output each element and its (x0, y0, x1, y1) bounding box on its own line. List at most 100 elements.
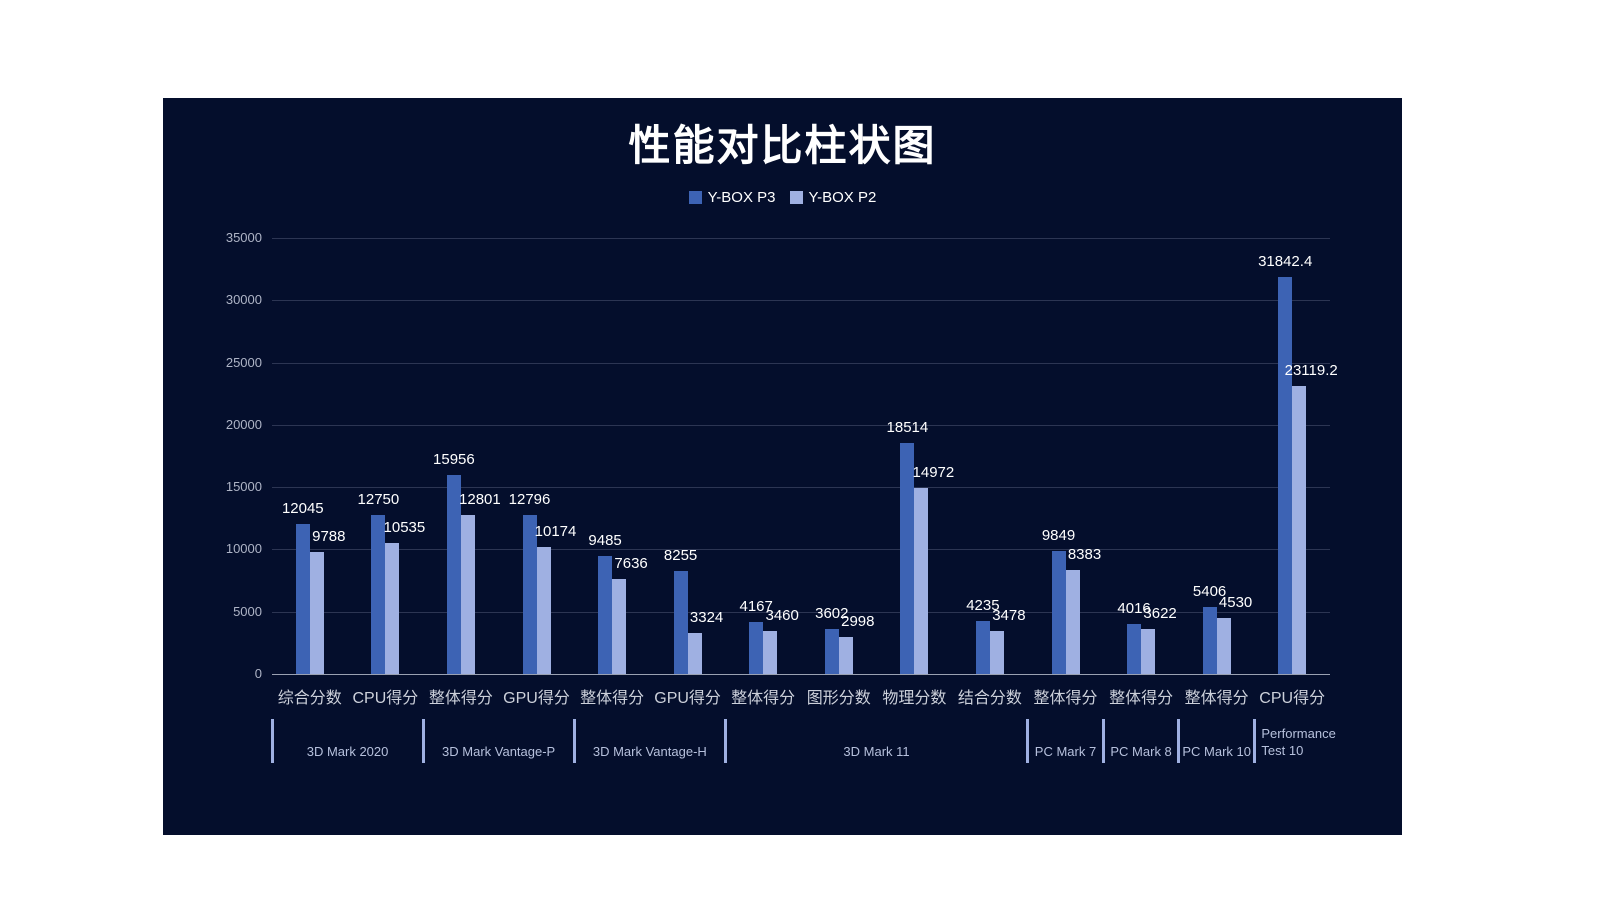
bar-value-label: 5406 (1192, 582, 1227, 600)
bar-y-box-p2[interactable] (1216, 617, 1231, 674)
bar-value-label: 12750 (357, 491, 400, 509)
bar-value-label: 10174 (534, 523, 577, 541)
bar-y-box-p2[interactable] (612, 578, 627, 674)
group-divider (572, 719, 576, 763)
bar-y-box-p3[interactable] (1278, 277, 1293, 674)
bar-value-label: 4235 (966, 597, 1000, 615)
x-category-label: 物理分数 (882, 690, 947, 707)
bar-value-label: 4167 (739, 598, 773, 616)
group-divider (1252, 719, 1256, 763)
bar-value-label: 8255 (663, 547, 698, 565)
y-tick-label: 5000 (233, 603, 262, 619)
bar-y-box-p3[interactable] (673, 571, 688, 674)
bar-value-label: 12801 (459, 490, 501, 508)
group-divider (1101, 719, 1105, 763)
bar-value-label: 8383 (1067, 545, 1102, 563)
bar-y-box-p2[interactable] (460, 514, 475, 674)
bar-value-label: 23119.2 (1284, 362, 1338, 379)
bar-y-box-p2[interactable] (914, 487, 929, 674)
bar-value-label: 2998 (841, 612, 875, 630)
bar-y-box-p3[interactable] (1127, 624, 1142, 674)
x-category-label: 图形分数 (806, 690, 871, 707)
bar-value-label: 4016 (1117, 600, 1151, 617)
bar-y-box-p2[interactable] (536, 547, 551, 674)
bar-y-box-p3[interactable] (1051, 551, 1066, 674)
bar-value-label: 9485 (588, 531, 622, 549)
group-divider (421, 719, 425, 763)
group-label: PC Mark 7 (1034, 744, 1097, 759)
gridline-15000 (272, 487, 1330, 489)
bar-value-label: 3602 (815, 605, 849, 623)
y-tick-label: 20000 (225, 416, 262, 432)
x-category-label: 整体得分 (731, 690, 796, 707)
chart-panel: 性能对比柱状图 Y-BOX P3 Y-BOX P2 0 5000 10000 15000… (163, 98, 1402, 835)
bar-y-box-p3[interactable] (1202, 606, 1217, 674)
legend-item-y-box-p3[interactable]: Y-BOX P3 (688, 188, 776, 206)
legend-swatch-icon (688, 190, 702, 204)
bar-y-box-p3[interactable] (900, 443, 915, 674)
bar-value-label: 3324 (689, 608, 724, 626)
x-category-label: GPU得分 (654, 690, 721, 707)
bar-y-box-p2[interactable] (309, 552, 324, 674)
y-tick-label: 10000 (225, 541, 262, 557)
group-label: 3D Mark Vantage-P (442, 744, 556, 759)
legend-label: Y-BOX P3 (707, 188, 776, 206)
x-category-label: 整体得分 (428, 690, 493, 707)
group-divider (1177, 719, 1181, 763)
bar-value-label: 9849 (1041, 527, 1076, 545)
x-category-label: 整体得分 (1033, 690, 1098, 707)
group-divider (270, 719, 274, 763)
legend-item-y-box-p2[interactable]: Y-BOX P2 (789, 188, 877, 206)
bar-y-box-p2[interactable] (687, 632, 702, 674)
legend-label: Y-BOX P2 (808, 188, 877, 206)
bar-y-box-p3[interactable] (824, 629, 839, 674)
bar-y-box-p2[interactable] (385, 542, 400, 674)
group-label: 3D Mark 2020 (306, 744, 389, 759)
bar-y-box-p3[interactable] (522, 514, 537, 674)
bar-value-label: 10535 (383, 518, 426, 536)
x-category-label: GPU得分 (503, 690, 570, 707)
bar-y-box-p3[interactable] (295, 524, 310, 674)
x-category-label: CPU得分 (1259, 690, 1326, 707)
bar-y-box-p3[interactable] (975, 621, 990, 674)
bar-y-box-p2[interactable] (1065, 569, 1080, 674)
x-category-label: 整体得分 (1109, 690, 1174, 707)
y-tick-label: 30000 (225, 292, 262, 308)
legend: Y-BOX P3 Y-BOX P2 (163, 188, 1402, 206)
bar-value-label: 31842.4 (1258, 253, 1313, 271)
bar-y-box-p2[interactable] (1292, 386, 1307, 674)
x-axis-line (272, 674, 1330, 675)
bar-value-label: 12796 (508, 490, 551, 508)
bar-y-box-p2[interactable] (1141, 628, 1156, 674)
x-category-label: 结合分数 (957, 690, 1022, 707)
chart-title: 性能对比柱状图 (628, 122, 937, 169)
legend-swatch-icon (789, 190, 803, 204)
bar-value-label: 3478 (992, 606, 1026, 624)
x-category-label: 整体得分 (580, 690, 645, 707)
group-label: 3D Mark 11 (843, 744, 910, 759)
gridline-35000 (272, 238, 1330, 239)
bar-value-label: 9788 (312, 528, 346, 546)
bar-value-label: 3622 (1143, 604, 1177, 622)
plot-area: 0 5000 10000 15000 20000 25000 30000 35000 综合分数 1… (163, 98, 1402, 835)
bar-y-box-p3[interactable] (749, 622, 764, 674)
y-tick-label: 25000 (225, 354, 262, 370)
group-label: PC Mark 8 (1110, 744, 1172, 759)
gridline-10000 (272, 549, 1330, 551)
x-category-label: 整体得分 (1184, 690, 1249, 707)
bar-y-box-p2[interactable] (763, 630, 778, 674)
y-tick-label: 15000 (225, 479, 262, 495)
bar-y-box-p2[interactable] (989, 630, 1004, 674)
bar-y-box-p3[interactable] (371, 515, 386, 674)
group-divider (1026, 719, 1030, 763)
x-category-label: CPU得分 (352, 690, 419, 707)
gridline-20000 (272, 424, 1330, 426)
bar-value-label: 3460 (765, 606, 799, 624)
bar-value-label: 15956 (433, 451, 475, 469)
bar-y-box-p2[interactable] (838, 636, 853, 674)
bar-value-label: 4530 (1218, 593, 1253, 611)
bar-y-box-p3[interactable] (598, 555, 613, 674)
bar-y-box-p3[interactable] (446, 475, 461, 674)
group-label: PC Mark 10 (1182, 744, 1251, 759)
bar-value-label: 14972 (912, 463, 955, 481)
